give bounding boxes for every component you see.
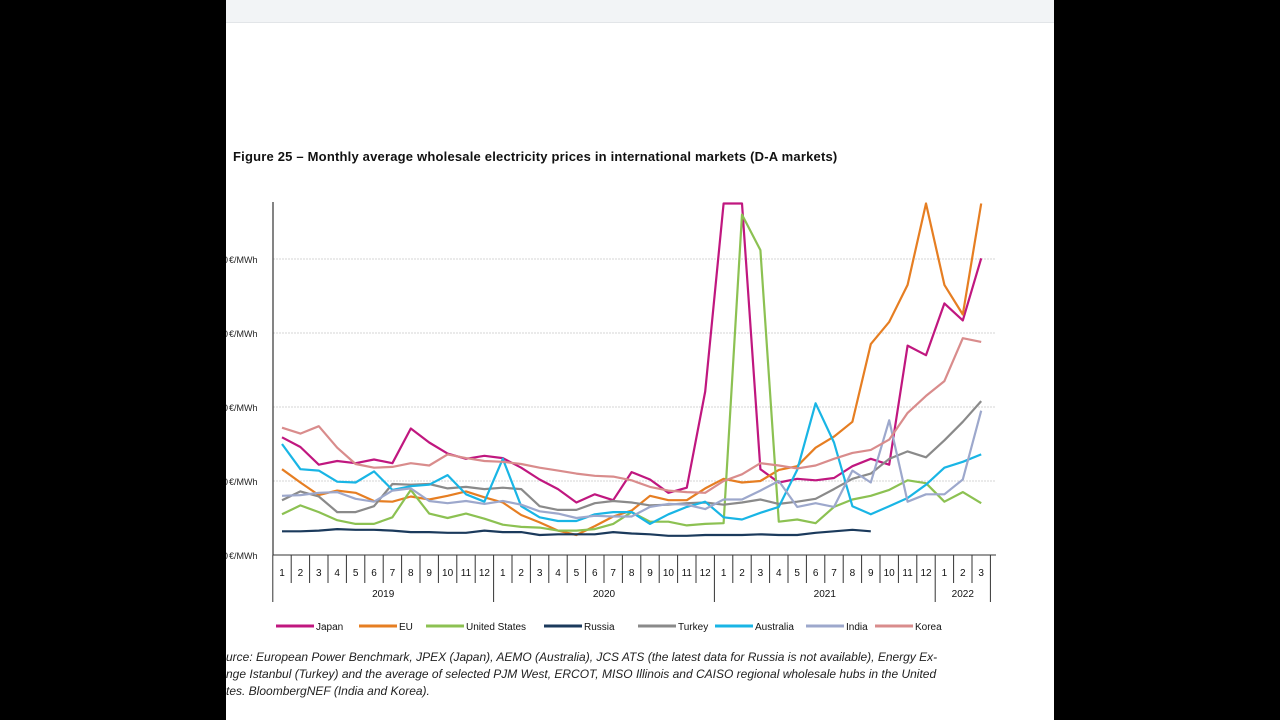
series-line-russia <box>282 527 871 537</box>
legend-label: Korea <box>915 622 942 633</box>
x-tick-label: 2 <box>960 568 966 579</box>
x-tick-label: 8 <box>850 568 856 579</box>
source-line: tes. BloombergNEF (India and Korea). <box>226 684 430 698</box>
series-line-japan <box>281 202 983 504</box>
x-tick-label: 7 <box>390 568 396 579</box>
x-tick-label: 9 <box>647 568 653 579</box>
x-tick-label: 3 <box>978 568 984 579</box>
viewer-top-bar <box>226 0 1054 23</box>
legend-label: EU <box>399 622 413 633</box>
x-tick-label: 4 <box>776 568 782 579</box>
x-tick-label: 12 <box>700 568 712 579</box>
x-tick-label: 4 <box>334 568 340 579</box>
x-tick-label: 1 <box>721 568 727 579</box>
legend-label: Australia <box>755 622 794 633</box>
x-tick-label: 5 <box>574 568 580 579</box>
y-tick-digit: 0 <box>226 551 228 561</box>
x-tick-label: 7 <box>610 568 616 579</box>
x-tick-label: 4 <box>555 568 561 579</box>
x-year-label: 2019 <box>372 589 395 600</box>
x-tick-label: 10 <box>884 568 896 579</box>
series-group <box>281 202 983 537</box>
x-tick-label: 5 <box>794 568 800 579</box>
x-tick-label: 5 <box>353 568 359 579</box>
y-tick-label: €/MWh <box>229 403 258 413</box>
x-tick-label: 2 <box>739 568 745 579</box>
y-tick-label: €/MWh <box>229 551 258 561</box>
report-page: Figure 25 – Monthly average wholesale el… <box>226 0 1054 720</box>
source-line: urce: European Power Benchmark, JPEX (Ja… <box>226 650 938 664</box>
y-tick-digit: 0 <box>226 477 228 487</box>
x-tick-label: 3 <box>758 568 764 579</box>
series-line-korea <box>281 337 982 494</box>
y-tick-label: €/MWh <box>229 255 258 265</box>
y-tick-label: €/MWh <box>229 477 258 487</box>
x-year-label: 2020 <box>593 589 616 600</box>
x-tick-label: 10 <box>663 568 675 579</box>
x-tick-label: 2 <box>518 568 524 579</box>
source-line: nge Istanbul (Turkey) and the average of… <box>226 667 937 681</box>
source-note: urce: European Power Benchmark, JPEX (Ja… <box>226 649 1016 700</box>
legend-label: Japan <box>316 622 343 633</box>
y-tick-label: €/MWh <box>229 329 258 339</box>
series-line-india <box>281 410 983 520</box>
legend-label: Russia <box>584 622 615 633</box>
x-tick-label: 1 <box>942 568 948 579</box>
x-tick-label: 1 <box>500 568 506 579</box>
x-tick-label: 6 <box>813 568 819 579</box>
x-tick-label: 12 <box>920 568 932 579</box>
y-tick-digit: 0 <box>226 255 228 265</box>
series-line-eu <box>281 202 983 537</box>
legend-label: United States <box>466 622 526 633</box>
y-tick-digit: 0 <box>226 329 228 339</box>
x-tick-label: 11 <box>682 568 693 579</box>
x-tick-label: 9 <box>868 568 874 579</box>
legend-label: Turkey <box>678 622 708 633</box>
x-tick-label: 3 <box>316 568 322 579</box>
series-line-turkey <box>281 400 983 514</box>
x-tick-label: 6 <box>592 568 598 579</box>
x-tick-label: 11 <box>461 568 472 579</box>
x-year-label: 2022 <box>952 589 975 600</box>
x-tick-label: 2 <box>298 568 304 579</box>
x-tick-label: 3 <box>537 568 543 579</box>
y-tick-digit: 0 <box>226 403 228 413</box>
x-tick-label: 7 <box>831 568 837 579</box>
x-tick-label: 11 <box>902 568 913 579</box>
x-tick-label: 9 <box>426 568 432 579</box>
x-tick-label: 12 <box>479 568 491 579</box>
x-tick-label: 8 <box>408 568 414 579</box>
x-year-label: 2021 <box>814 589 837 600</box>
series-line-australia <box>281 402 982 526</box>
line-chart: €/MWh0€/MWh0€/MWh0€/MWh0€/MWh01234567891… <box>226 202 996 633</box>
x-tick-label: 6 <box>371 568 377 579</box>
x-tick-label: 1 <box>279 568 285 579</box>
legend-label: India <box>846 622 868 633</box>
figure-title: Figure 25 – Monthly average wholesale el… <box>233 149 838 164</box>
x-tick-label: 10 <box>442 568 454 579</box>
x-tick-label: 8 <box>629 568 635 579</box>
